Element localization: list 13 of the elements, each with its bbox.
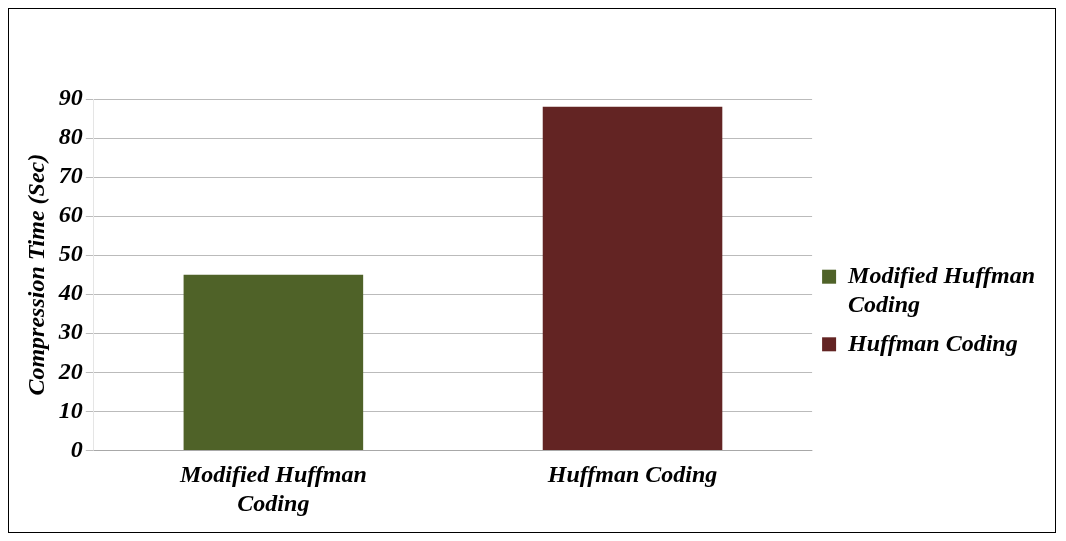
y-tick-label: 20 xyxy=(57,357,83,384)
y-tick-label: 70 xyxy=(58,162,83,189)
y-tick-label: 50 xyxy=(58,240,83,267)
y-tick-label: 40 xyxy=(57,279,83,306)
legend-label: Huffman Coding xyxy=(847,329,1018,356)
y-tick-label: 80 xyxy=(58,123,83,150)
y-tick-label: 10 xyxy=(58,396,83,423)
y-tick-label: 90 xyxy=(58,84,83,111)
y-tick-label: 30 xyxy=(57,318,83,345)
legend-label: Modified Huffman Coding xyxy=(847,261,1035,317)
y-tick-label: 60 xyxy=(58,201,83,228)
y-tick-label: 0 xyxy=(70,435,83,462)
y-axis-title: Compression Time (Sec) xyxy=(22,153,49,396)
